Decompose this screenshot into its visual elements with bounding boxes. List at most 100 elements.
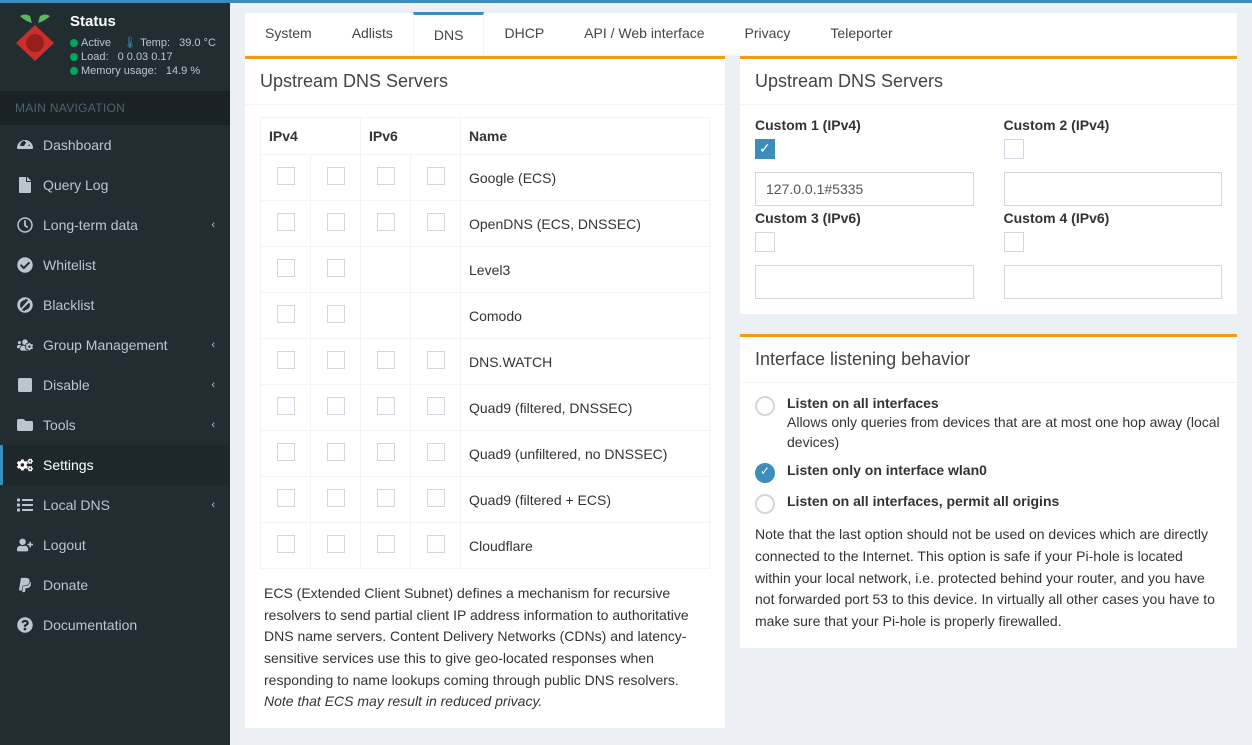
nav-item-dashboard[interactable]: Dashboard (0, 125, 230, 165)
dns-ipv6-checkbox[interactable] (377, 489, 395, 507)
dns-row: Level3 (261, 247, 710, 293)
upstream-right-box: Upstream DNS Servers Custom 1 (IPv4)Cust… (740, 56, 1237, 314)
status-active: Active (81, 37, 111, 49)
nav-item-label: Documentation (43, 617, 137, 633)
dns-ipv4-checkbox[interactable] (277, 397, 295, 415)
th-ipv6: IPv6 (361, 118, 461, 155)
nav-item-label: Local DNS (43, 497, 110, 513)
interface-radio-desc: Allows only queries from devices that ar… (787, 413, 1222, 452)
dns-ipv6-checkbox[interactable] (377, 167, 395, 185)
tab-privacy[interactable]: Privacy (725, 13, 811, 55)
dns-ipv4-checkbox[interactable] (327, 443, 345, 461)
dns-ipv6-checkbox[interactable] (427, 351, 445, 369)
nav-item-query-log[interactable]: Query Log (0, 165, 230, 205)
custom-dns-input[interactable] (1004, 265, 1223, 299)
dns-ipv6-checkbox[interactable] (377, 213, 395, 231)
th-ipv4: IPv4 (261, 118, 361, 155)
mem-dot-icon (70, 67, 78, 75)
dns-server-table: IPv4 IPv6 Name Google (ECS)OpenDNS (ECS,… (260, 117, 710, 569)
dns-ipv4-checkbox[interactable] (277, 213, 295, 231)
interface-title: Interface listening behavior (755, 349, 970, 370)
custom-dns-checkbox[interactable] (1004, 232, 1024, 252)
content: SystemAdlistsDNSDHCPAPI / Web interfaceP… (230, 3, 1252, 745)
tab-teleporter[interactable]: Teleporter (810, 13, 912, 55)
tab-adlists[interactable]: Adlists (332, 13, 413, 55)
nav-item-blacklist[interactable]: Blacklist (0, 285, 230, 325)
paypal-icon (15, 577, 35, 593)
dns-ipv4-checkbox[interactable] (277, 535, 295, 553)
chevron-left-icon: ‹ (211, 499, 215, 511)
nav-item-logout[interactable]: Logout (0, 525, 230, 565)
chevron-left-icon: ‹ (211, 339, 215, 351)
dns-ipv4-checkbox[interactable] (327, 213, 345, 231)
interface-radio[interactable] (755, 494, 775, 514)
custom-dns-checkbox[interactable] (1004, 139, 1024, 159)
dns-ipv6-checkbox[interactable] (427, 489, 445, 507)
interface-radio[interactable] (755, 463, 775, 483)
dns-row: Quad9 (filtered + ECS) (261, 477, 710, 523)
list-icon (15, 497, 35, 513)
interface-radio[interactable] (755, 396, 775, 416)
dns-ipv4-checkbox[interactable] (277, 259, 295, 277)
dns-ipv6-checkbox[interactable] (427, 535, 445, 553)
dns-ipv4-checkbox[interactable] (277, 305, 295, 323)
dns-ipv4-checkbox[interactable] (327, 489, 345, 507)
custom-dns-checkbox[interactable] (755, 232, 775, 252)
dns-ipv6-checkbox[interactable] (377, 535, 395, 553)
dns-ipv4-checkbox[interactable] (277, 167, 295, 185)
tab-dhcp[interactable]: DHCP (484, 13, 564, 55)
dns-ipv6-checkbox[interactable] (427, 213, 445, 231)
nav-item-disable[interactable]: Disable‹ (0, 365, 230, 405)
upstream-left-box: Upstream DNS Servers IPv4 IPv6 Name Goog… (245, 56, 725, 728)
dns-provider-name: OpenDNS (ECS, DNSSEC) (461, 201, 710, 247)
custom-dns-checkbox[interactable] (755, 139, 775, 159)
nav-item-label: Query Log (43, 177, 108, 193)
dns-ipv6-checkbox[interactable] (377, 443, 395, 461)
active-dot-icon (70, 39, 78, 47)
users-cog-icon (15, 337, 35, 353)
nav-item-settings[interactable]: Settings (0, 445, 230, 485)
dns-provider-name: Quad9 (filtered, DNSSEC) (461, 385, 710, 431)
dns-ipv6-checkbox[interactable] (377, 397, 395, 415)
nav-item-whitelist[interactable]: Whitelist (0, 245, 230, 285)
dns-ipv6-checkbox[interactable] (427, 167, 445, 185)
dns-ipv6-checkbox[interactable] (377, 351, 395, 369)
nav-item-label: Disable (43, 377, 90, 393)
dns-ipv4-checkbox[interactable] (327, 535, 345, 553)
custom-dns-input[interactable] (755, 172, 974, 206)
nav-item-label: Group Management (43, 337, 168, 353)
cogs-icon (15, 457, 35, 473)
dns-ipv4-checkbox[interactable] (327, 351, 345, 369)
chevron-left-icon: ‹ (211, 419, 215, 431)
dns-ipv4-checkbox[interactable] (327, 259, 345, 277)
folder-icon (15, 417, 35, 433)
dns-provider-name: Level3 (461, 247, 710, 293)
stop-icon (15, 377, 35, 393)
nav-item-long-term-data[interactable]: Long-term data‹ (0, 205, 230, 245)
nav-item-label: Whitelist (43, 257, 96, 273)
nav-item-group-management[interactable]: Group Management ‹ (0, 325, 230, 365)
custom-dns-label: Custom 1 (IPv4) (755, 117, 974, 133)
nav-item-tools[interactable]: Tools ‹ (0, 405, 230, 445)
interface-note: Note that the last option should not be … (755, 524, 1222, 632)
nav-item-local-dns[interactable]: Local DNS ‹ (0, 485, 230, 525)
tab-api-web-interface[interactable]: API / Web interface (564, 13, 724, 55)
dns-ipv4-checkbox[interactable] (327, 167, 345, 185)
custom-dns-input[interactable] (1004, 172, 1223, 206)
dns-ipv4-checkbox[interactable] (277, 351, 295, 369)
dns-ipv4-checkbox[interactable] (277, 489, 295, 507)
nav-item-donate[interactable]: Donate (0, 565, 230, 605)
dns-ipv6-checkbox[interactable] (427, 443, 445, 461)
tab-system[interactable]: System (245, 13, 332, 55)
nav-item-label: Tools (43, 417, 76, 433)
dns-ipv4-checkbox[interactable] (327, 305, 345, 323)
custom-dns-input[interactable] (755, 265, 974, 299)
dns-row: Quad9 (unfiltered, no DNSSEC) (261, 431, 710, 477)
dns-ipv6-checkbox[interactable] (427, 397, 445, 415)
dns-ipv4-checkbox[interactable] (327, 397, 345, 415)
nav-header: MAIN NAVIGATION (0, 91, 230, 125)
dns-ipv4-checkbox[interactable] (277, 443, 295, 461)
dns-row: Comodo (261, 293, 710, 339)
nav-item-documentation[interactable]: Documentation (0, 605, 230, 645)
tab-dns[interactable]: DNS (413, 12, 485, 55)
